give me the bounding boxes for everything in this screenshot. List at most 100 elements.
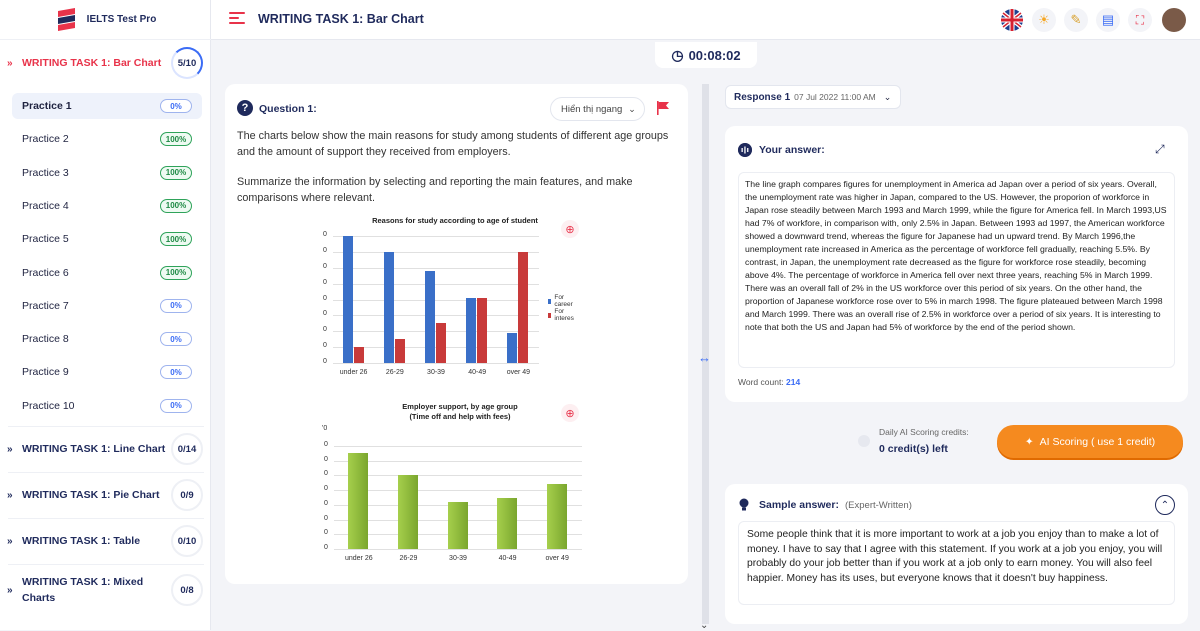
- section-progress: 0/8: [171, 574, 203, 606]
- y-tick-label: 0: [324, 514, 328, 522]
- sample-subtitle: (Expert-Written): [845, 500, 912, 511]
- section-title: WRITING TASK 1: Bar Chart: [22, 57, 162, 69]
- chart-title: Employer support, by age group (Time off…: [402, 402, 518, 421]
- gridline: [333, 267, 539, 269]
- x-tick-label: 26-29: [385, 369, 404, 376]
- question-panel: ? Question 1: Hiển thị ngang ⌄ The chart…: [225, 84, 688, 584]
- section-title: WRITING TASK 1: Pie Chart: [22, 489, 160, 501]
- y-tick-label: 0: [323, 246, 327, 254]
- sidebar-section[interactable]: » WRITING TASK 1: Table 0/10: [0, 524, 211, 558]
- practice-item[interactable]: Practice 3 100%: [12, 160, 202, 186]
- y-tick-label: 0: [324, 470, 328, 478]
- chevron-right-icon: »: [7, 584, 13, 596]
- practice-item[interactable]: Practice 4 100%: [12, 193, 202, 219]
- section-progress: 0/9: [171, 479, 203, 511]
- x-tick-label: 40-49: [498, 555, 517, 562]
- zoom-in-icon[interactable]: ⊕: [561, 220, 579, 238]
- practice-item[interactable]: Practice 9 0%: [12, 359, 202, 385]
- y-tick-label: 0: [323, 294, 327, 302]
- practice-item[interactable]: Practice 5 100%: [12, 226, 202, 252]
- chart-title: Reasons for study according to age of st…: [372, 216, 538, 225]
- x-tick-label: under 26: [344, 555, 373, 562]
- gridline: [333, 363, 539, 364]
- practice-item[interactable]: Practice 6 100%: [12, 260, 202, 286]
- section-progress: 0/10: [171, 525, 203, 557]
- progress-badge: 0%: [160, 99, 192, 113]
- response-select[interactable]: Response 1 07 Jul 2022 11:00 AM ⌄: [725, 85, 901, 109]
- y-tick-label: 0: [324, 499, 328, 507]
- clock-icon: ◷: [671, 46, 684, 63]
- gridline: [333, 251, 539, 253]
- answer-text[interactable]: The line graph compares figures for unem…: [738, 172, 1175, 368]
- y-tick-label: 0: [324, 455, 328, 463]
- y-tick-label: 0: [323, 358, 327, 365]
- timer-value: 00:08:02: [688, 47, 741, 63]
- progress-badge: 0%: [160, 365, 192, 380]
- practice-item[interactable]: Practice 7 0%: [12, 293, 202, 319]
- display-mode-select[interactable]: Hiển thị ngang ⌄: [550, 97, 645, 121]
- section-bar-chart[interactable]: » WRITING TASK 1: Bar Chart 5/10: [0, 46, 211, 80]
- legend-swatch: [548, 312, 552, 318]
- pencil-icon[interactable]: ✎: [1064, 8, 1088, 32]
- chevron-down-icon: ⌄: [883, 91, 892, 102]
- gridline: [333, 315, 539, 317]
- practice-item[interactable]: Practice 8 0%: [12, 326, 202, 352]
- gridline: [334, 475, 582, 477]
- bar: [348, 453, 369, 549]
- divider: [8, 472, 204, 473]
- expand-icon[interactable]: ⤢: [1155, 142, 1165, 156]
- sidebar-section[interactable]: » WRITING TASK 1: Pie Chart 0/9: [0, 478, 211, 512]
- sparkle-icon: ✦: [1024, 435, 1034, 448]
- bar: [546, 484, 567, 549]
- display-mode-value: Hiển thị ngang: [561, 103, 623, 115]
- flag-icon[interactable]: [655, 100, 671, 116]
- notes-icon[interactable]: ▤: [1096, 8, 1120, 32]
- legend-item: For career: [548, 294, 574, 308]
- zoom-in-icon[interactable]: ⊕: [561, 404, 579, 422]
- sample-title: Sample answer:: [759, 499, 839, 511]
- x-tick-label: 30-39: [427, 369, 445, 376]
- practice-item[interactable]: Practice 10 0%: [12, 393, 202, 419]
- section-title: WRITING TASK 1: Mixed Charts: [22, 576, 144, 604]
- avatar[interactable]: [1162, 8, 1186, 32]
- audio-wave-icon: [738, 143, 752, 157]
- chevron-down-icon: ⌄: [628, 103, 636, 114]
- resize-handle-icon[interactable]: ↔: [698, 350, 711, 365]
- gridline: [334, 446, 582, 447]
- question-title: Question 1:: [259, 103, 317, 115]
- question-icon: ?: [237, 100, 253, 116]
- x-tick-label: 26-29: [399, 555, 418, 562]
- chevron-down-icon: »: [7, 57, 13, 69]
- panel-divider[interactable]: [702, 84, 709, 624]
- uk-flag-icon[interactable]: [1000, 8, 1024, 32]
- chevron-right-icon: »: [7, 535, 13, 547]
- divider: [8, 426, 204, 427]
- y-tick-label: '0: [322, 425, 328, 433]
- x-tick-label: under 26: [339, 369, 368, 376]
- bar: [425, 270, 435, 363]
- practice-item[interactable]: Practice 2 100%: [12, 126, 202, 152]
- sample-text: Some people think that it is more import…: [738, 521, 1175, 605]
- sun-icon[interactable]: ☀: [1032, 8, 1056, 32]
- menu-icon[interactable]: [229, 12, 245, 26]
- sidebar-section[interactable]: » WRITING TASK 1: Line Chart 0/14: [0, 432, 211, 466]
- practice-label: Practice 2: [22, 133, 69, 146]
- fullscreen-icon[interactable]: ⛶: [1128, 8, 1152, 32]
- gridline: [334, 490, 582, 492]
- sidebar: IELTS Test Pro » WRITING TASK 1: Bar Cha…: [0, 0, 211, 630]
- ai-scoring-button[interactable]: ✦ AI Scoring ( use 1 credit): [997, 425, 1183, 458]
- legend-swatch: [548, 298, 552, 304]
- lightbulb-icon: [739, 498, 749, 511]
- sidebar-section[interactable]: » WRITING TASK 1: Mixed Charts 0/8: [0, 570, 211, 610]
- gridline: [333, 236, 539, 237]
- progress-badge: 100%: [160, 132, 192, 147]
- chevron-up-icon[interactable]: ⌃: [1155, 495, 1175, 515]
- bar: [447, 501, 468, 549]
- progress-badge: 0%: [160, 398, 192, 413]
- progress-badge: 100%: [160, 198, 192, 213]
- practice-item[interactable]: Practice 1 0%: [12, 93, 202, 119]
- chevron-down-icon[interactable]: ⌄: [700, 620, 709, 631]
- app-logo[interactable]: IELTS Test Pro: [0, 0, 211, 40]
- status-dot: [858, 435, 870, 447]
- section-title: WRITING TASK 1: Line Chart: [22, 443, 166, 455]
